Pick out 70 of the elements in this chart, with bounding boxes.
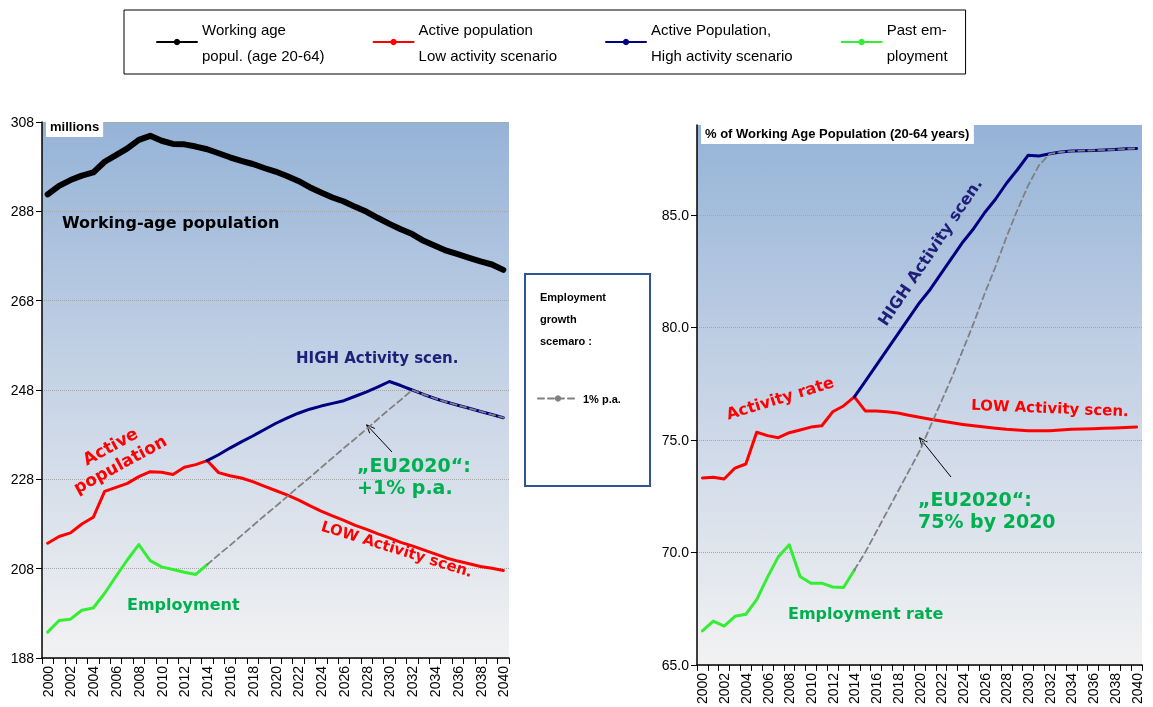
x-tick-label: 2036 [449, 665, 466, 698]
y-tick-label: 288 [10, 203, 35, 220]
annotation: „EU2020“: 75% by 2020 [918, 487, 1056, 533]
x-tick-label: 2026 [976, 672, 993, 705]
x-tick-label: 2006 [759, 672, 776, 705]
y-tick-label: 208 [10, 560, 35, 577]
annotation: Working-age population [62, 212, 280, 232]
y-axis-title: % of Working Age Population (20-64 years) [705, 126, 970, 141]
y-tick-label: 65.0 [661, 656, 690, 673]
x-tick-label: 2018 [889, 672, 906, 705]
legend-label: Working age popul. (age 20-64) [202, 20, 325, 64]
legend-label: 1% p.a. [583, 392, 621, 405]
x-tick-label: 2018 [244, 665, 261, 698]
y-tick-label: 70.0 [661, 544, 690, 561]
x-tick-label: 2026 [335, 665, 352, 698]
x-tick-label: 2020 [911, 672, 928, 705]
x-tick-label: 2034 [426, 665, 443, 698]
x-tick-label: 2000 [39, 665, 56, 698]
line-series [853, 147, 1138, 571]
y-tick-label: 308 [10, 114, 35, 130]
x-tick-label: 2022 [290, 665, 307, 698]
annotation: HIGH Activity scen. [296, 349, 459, 367]
x-tick-label: 2032 [404, 665, 421, 698]
x-tick-label: 2002 [716, 672, 733, 705]
x-tick-label: 2010 [153, 665, 170, 698]
legend-label: Active population Low activity scenario [418, 20, 557, 64]
x-tick-label: 2016 [221, 665, 238, 698]
x-tick-label: 2008 [781, 672, 798, 705]
legend-title: Employment growth scemaro : [540, 291, 610, 347]
x-tick-label: 2004 [85, 665, 102, 698]
annotation: LOW Activity scen. [970, 395, 1130, 421]
x-tick-label: 2040 [1128, 672, 1145, 705]
x-tick-label: 2024 [313, 665, 330, 698]
x-tick-label: 2004 [737, 672, 754, 705]
y-axis-title: millions [50, 119, 100, 134]
x-tick-label: 2030 [381, 665, 398, 698]
x-tick-label: 2028 [358, 665, 375, 698]
x-tick-label: 2040 [495, 665, 512, 698]
x-tick-label: 2038 [472, 665, 489, 698]
x-tick-label: 2024 [954, 672, 971, 705]
x-tick-label: 2036 [1085, 672, 1102, 705]
y-tick-label: 85.0 [661, 206, 690, 223]
x-tick-label: 2016 [868, 672, 885, 705]
x-tick-label: 2028 [998, 672, 1015, 705]
x-tick-label: 2022 [933, 672, 950, 705]
y-tick-label: 228 [10, 471, 35, 488]
x-tick-label: 2008 [130, 665, 147, 698]
y-tick-label: 248 [10, 382, 35, 398]
legend-label: Past em- ployment [886, 20, 949, 64]
x-tick-label: 2012 [824, 672, 841, 705]
x-tick-label: 2032 [1041, 672, 1058, 705]
y-tick-label: 75.0 [661, 431, 690, 448]
legend-label: Active Population, High activity scenario [650, 20, 793, 64]
x-tick-label: 2034 [1063, 672, 1080, 705]
x-tick-label: 2000 [694, 672, 711, 705]
x-tick-label: 2012 [176, 665, 193, 698]
y-tick-label: 268 [10, 292, 35, 309]
y-tick-label: 80.0 [661, 319, 690, 336]
annotation: Employment rate [788, 603, 944, 623]
annotation: „EU2020“: +1% p.a. [357, 453, 471, 499]
x-tick-label: 2010 [802, 672, 819, 705]
x-tick-label: 2014 [199, 665, 216, 698]
y-tick-label: 188 [10, 650, 35, 666]
x-tick-label: 2038 [1106, 672, 1123, 705]
x-tick-label: 2006 [108, 665, 125, 698]
x-tick-label: 2002 [62, 665, 79, 698]
x-tick-label: 2030 [1020, 672, 1037, 705]
annotation: Employment [127, 594, 240, 614]
x-tick-label: 2014 [846, 672, 863, 705]
x-tick-label: 2020 [267, 665, 284, 698]
